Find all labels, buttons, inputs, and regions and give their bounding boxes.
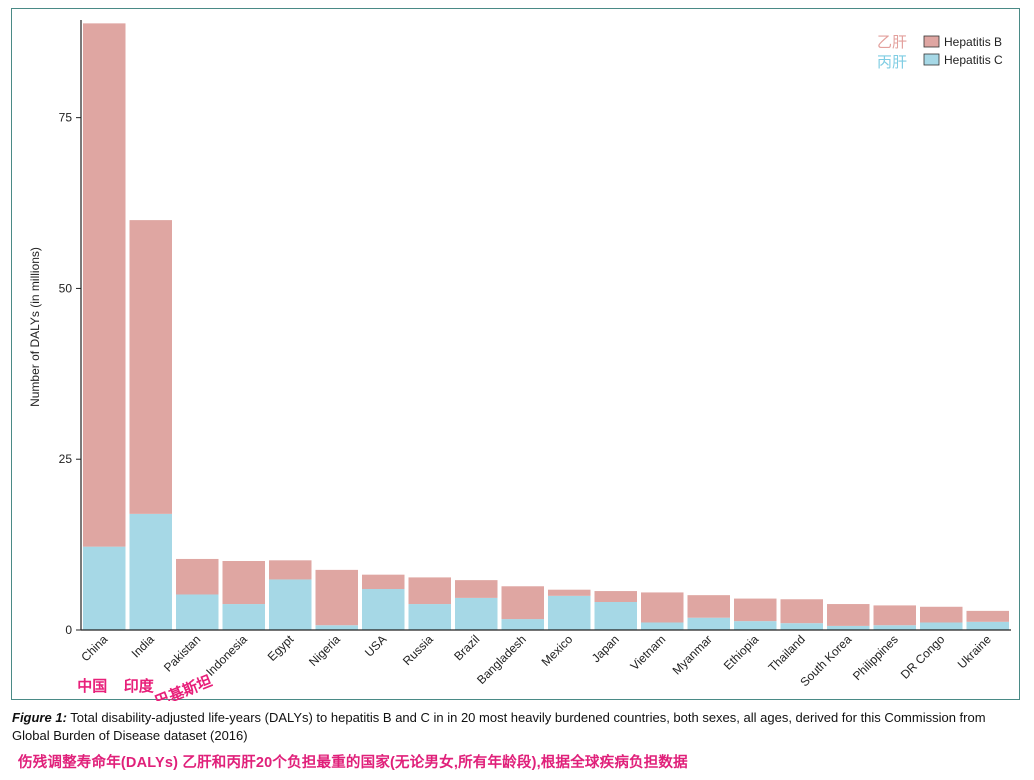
annotation-pakistan: 巴基斯坦 [152, 672, 214, 701]
bar-hep-b [83, 23, 126, 547]
legend-swatch-hep-c [923, 53, 940, 66]
x-tick-label: Ethiopia [721, 632, 762, 673]
bars-group [83, 23, 1009, 630]
bar-hep-b [687, 595, 730, 618]
x-tick-label: Egypt [265, 632, 297, 664]
bar-hep-b [827, 604, 870, 626]
x-tick-label: Bangladesh [474, 632, 529, 687]
bar-hep-b [501, 586, 544, 620]
x-tick-label: USA [362, 632, 389, 659]
bar-hep-b [269, 560, 312, 580]
bar-hep-c [920, 622, 963, 630]
bar-hep-c [594, 601, 637, 630]
bar-hep-b [362, 574, 405, 590]
bar-hep-c [408, 604, 451, 630]
bar-hep-b [408, 577, 451, 605]
annotation-india: 印度 [124, 677, 155, 695]
bar-hep-b [455, 580, 498, 598]
legend-hep-b-cn: 乙肝 [877, 34, 907, 51]
bar-hep-b [548, 589, 591, 596]
x-tick-label: Mexico [539, 632, 576, 669]
x-tick-label: Thailand [765, 632, 807, 674]
axes-group: 0 25 50 75 [59, 20, 1011, 637]
caption-text: Total disability-adjusted life-years (DA… [12, 710, 986, 743]
bar-hep-b [966, 610, 1009, 622]
bar-hep-c [315, 625, 358, 630]
bar-hep-b [641, 592, 684, 623]
bar-hep-c [827, 625, 870, 630]
x-tick-label: Brazil [451, 632, 482, 663]
y-tick-label: 0 [65, 623, 72, 637]
bar-hep-c [966, 621, 1009, 630]
bar-hep-c [734, 621, 777, 630]
x-tick-label: Vietnam [627, 632, 668, 673]
bar-hep-b [780, 599, 823, 624]
x-tick-label: Philippines [850, 632, 901, 683]
x-tick-label: China [78, 632, 110, 664]
x-tick-label: Ukraine [955, 632, 994, 671]
legend-label-hep-b: Hepatitis B [944, 35, 1002, 49]
bar-hep-c [129, 513, 172, 630]
bar-hep-b [222, 561, 265, 605]
bar-hep-c [780, 623, 823, 630]
x-tick-label: Myanmar [670, 632, 715, 677]
bar-hep-b [734, 598, 777, 622]
bar-hep-b [873, 605, 916, 626]
bar-hep-c [687, 617, 730, 630]
bar-hep-c [455, 597, 498, 630]
bar-hep-c [362, 589, 405, 630]
x-tick-label: DR Congo [898, 632, 948, 682]
figure-caption: Figure 1: Total disability-adjusted life… [12, 709, 1022, 745]
bar-hep-c [176, 594, 219, 630]
bar-hep-b [176, 558, 219, 595]
caption-label: Figure 1: [12, 710, 67, 725]
legend-label-hep-c: Hepatitis C [944, 53, 1003, 67]
bar-hep-b [920, 606, 963, 623]
x-tick-label: Nigeria [306, 632, 343, 669]
legend: 乙肝 丙肝 Hepatitis B Hepatitis C [877, 34, 1003, 71]
caption-chinese: 伤残调整寿命年(DALYs) 乙肝和丙肝20个负担最重的国家(无论男女,所有年龄… [18, 755, 688, 771]
x-tick-label: India [129, 632, 158, 661]
y-axis-label: Number of DALYs (in millions) [28, 247, 42, 407]
bar-hep-c [222, 604, 265, 630]
bar-hep-c [269, 579, 312, 630]
annotation-china: 中国 [77, 677, 107, 695]
bar-hep-c [501, 619, 544, 630]
bar-hep-b [315, 569, 358, 626]
x-tick-label: Russia [400, 632, 436, 668]
y-tick-label: 25 [59, 452, 73, 466]
bar-hep-c [641, 622, 684, 630]
bar-hep-c [873, 625, 916, 630]
bar-hep-b [594, 591, 637, 602]
chart-frame: 0 25 50 75 China India Pakistan Indonesia Egypt… [11, 8, 1020, 701]
bar-hep-b [129, 220, 172, 514]
legend-swatch-hep-b [923, 35, 940, 48]
x-tick-label: Indonesia [203, 632, 250, 679]
legend-hep-c-cn: 丙肝 [877, 54, 907, 71]
stacked-bar-chart: 0 25 50 75 China India Pakistan Indonesia Egypt… [28, 20, 1011, 701]
y-tick-label: 50 [59, 281, 73, 295]
x-tick-label: Japan [589, 632, 622, 665]
y-tick-label: 75 [59, 111, 73, 125]
x-tick-label: Pakistan [161, 632, 203, 674]
x-tick-labels: China India Pakistan Indonesia Egypt Nigeria U… [78, 632, 994, 690]
bar-hep-c [548, 595, 591, 630]
bar-hep-c [83, 546, 126, 630]
